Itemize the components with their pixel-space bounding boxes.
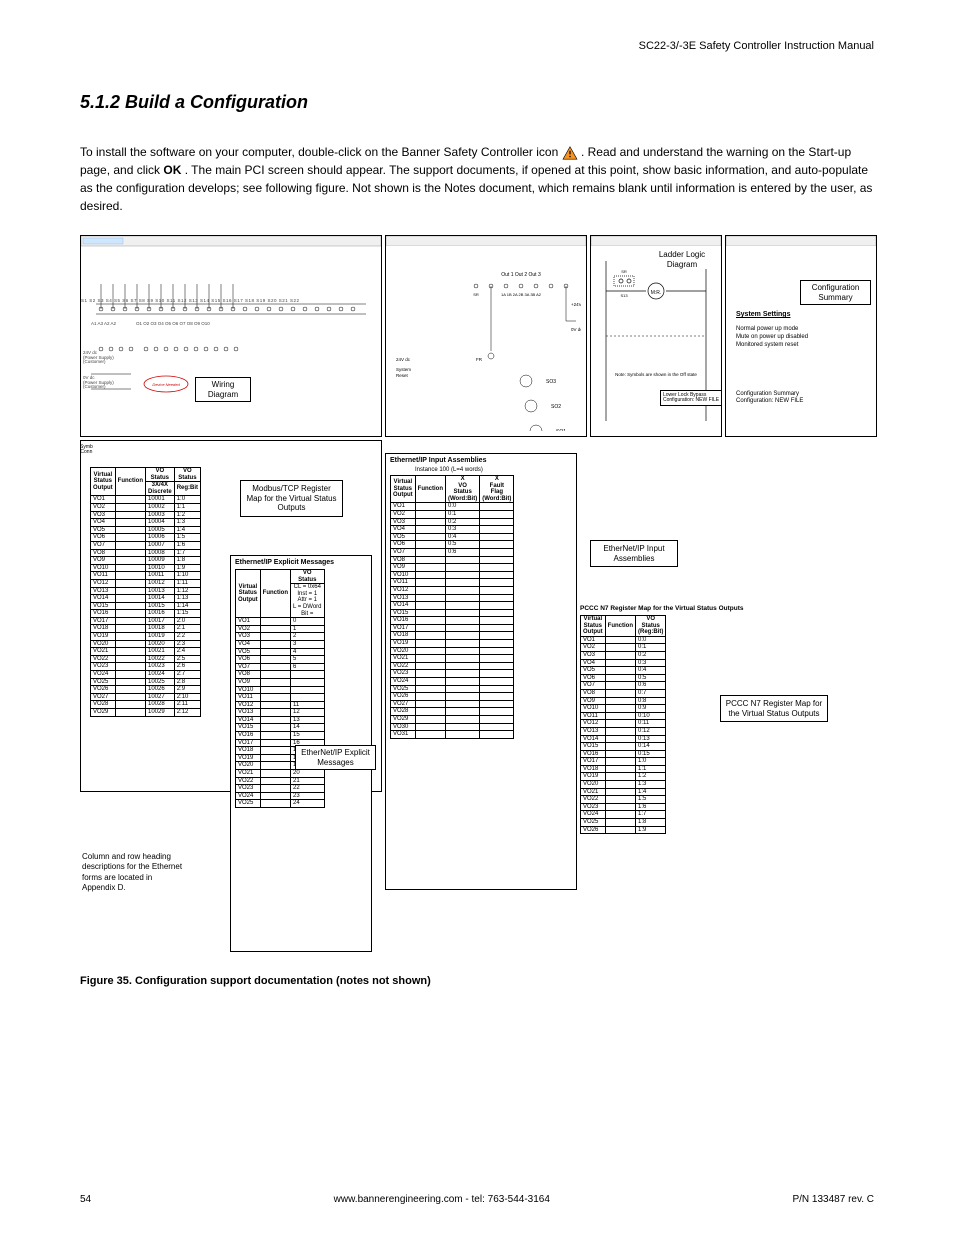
svg-text:0V dc: 0V dc xyxy=(571,327,581,332)
body-p1a: To install the software on your computer… xyxy=(80,145,562,159)
warning-triangle-icon xyxy=(562,146,578,160)
body-ok: OK xyxy=(163,163,181,177)
footer-center: www.bannerengineering.com - tel: 763-544… xyxy=(334,1194,550,1205)
svg-text:SR: SR xyxy=(473,292,479,297)
svg-text:S13: S13 xyxy=(620,293,628,298)
eip-assy-callout: EtherNet/IP Input Assemblies xyxy=(590,540,678,567)
a-row-label: A1 A3 A2 A2 xyxy=(91,321,116,326)
header-manual-title: SC22-3/-3E Safety Controller Instruction… xyxy=(80,40,874,52)
ps1-label: 24V dc (Power Supply) (Customer) xyxy=(83,351,114,365)
system-settings-title: System Settings xyxy=(736,311,790,318)
svg-text:FR: FR xyxy=(476,357,483,362)
s-row-label: S1 S2 S3 S4 S5 S6 S7 S8 S9 S10 S11 S12 S… xyxy=(81,298,300,303)
body-p1c: . The main PCI screen should appear. The… xyxy=(80,163,872,213)
figures-area: Device Needed S1 S2 S3 S4 S5 S6 S7 S8 S9… xyxy=(80,235,874,955)
svg-text:Out 1 Out 2 Out 3: Out 1 Out 2 Out 3 xyxy=(501,272,541,278)
eip-assy-sub: Instance 100 (L=4 words) xyxy=(415,467,483,473)
svg-text:SO3: SO3 xyxy=(546,379,556,385)
svg-text:SO1: SO1 xyxy=(556,429,566,431)
modbus-callout: Modbus/TCP Register Map for the Virtual … xyxy=(240,480,343,517)
svg-text:M:R.: M:R. xyxy=(651,290,662,296)
svg-text:SO2: SO2 xyxy=(551,404,561,410)
lower-lock-callout: Lower Lock Bypass Configuration: NEW FIL… xyxy=(660,390,722,406)
svg-text:System: System xyxy=(396,367,411,372)
page-footer: 54 www.bannerengineering.com - tel: 763-… xyxy=(80,1194,874,1205)
config-summary-label: Configuration Summary xyxy=(800,280,871,305)
o-row-label: O1 O2 O3 O4 O5 O6 O7 O8 O9 O10 xyxy=(136,321,210,326)
svg-text:Reset: Reset xyxy=(396,373,409,378)
modbus-table: VirtualStatusOutputFunctionVOStatusVOSta… xyxy=(90,467,201,717)
pccc-callout: PCCC N7 Register Map for the Virtual Sta… xyxy=(720,695,828,722)
section-title: 5.1.2 Build a Configuration xyxy=(80,92,874,113)
system-settings-sub: Configuration Summary Configuration: NEW… xyxy=(736,391,803,405)
svg-text:Device Needed: Device Needed xyxy=(152,382,180,387)
eip-title: Ethernet/IP Explicit Messages xyxy=(235,559,334,566)
output-panel: Out 1 Out 2 Out 3 1A 1B 2A 2B 3A 3B A2 S… xyxy=(385,235,587,437)
symb-conn-label: Symb Conn xyxy=(80,445,93,455)
figure-caption: Figure 35. Configuration support documen… xyxy=(80,975,874,987)
wiring-diagram-label: Wiring Diagram xyxy=(195,377,251,402)
system-settings-lines: Normal power up mode Mute on power up di… xyxy=(736,326,808,349)
svg-text:Note: Symbols are shown in the: Note: Symbols are shown in the Off state xyxy=(615,372,697,377)
eip-callout: EtherNet/IP Explicit Messages xyxy=(295,745,376,770)
footer-page: 54 xyxy=(80,1194,91,1205)
svg-text:+24V dc: +24V dc xyxy=(571,302,581,307)
pccc-title: PCCC N7 Register Map for the Virtual Sta… xyxy=(580,605,743,612)
ladder-label: Ladder Logic Diagram xyxy=(650,250,714,269)
eip-table: VirtualStatusOutputFunctionVOStatusCL = … xyxy=(235,569,325,808)
footer-pn: P/N 133487 rev. C xyxy=(792,1194,874,1205)
wiring-diagram-panel: Device Needed S1 S2 S3 S4 S5 S6 S7 S8 S9… xyxy=(80,235,382,437)
svg-text:24V dc: 24V dc xyxy=(396,357,411,362)
ps2-label: 0V dc (Power Supply) (Customer) xyxy=(83,376,114,390)
column-row-note: Column and row heading descriptions for … xyxy=(80,850,189,896)
svg-text:SR: SR xyxy=(621,269,627,274)
eip-assy-table: VirtualStatusOutputFunctionXVOStatus(Wor… xyxy=(390,475,514,739)
body-paragraph: To install the software on your computer… xyxy=(80,143,874,215)
pccc-table: VirtualStatusOutputFunctionVOStatus(Reg:… xyxy=(580,615,666,834)
svg-text:1A 1B 2A 2B 3A 3B A2: 1A 1B 2A 2B 3A 3B A2 xyxy=(501,292,542,297)
system-settings-panel: System Settings Normal power up mode Mut… xyxy=(725,235,877,437)
eip-assy-title: Ethernet/IP Input Assemblies xyxy=(390,457,486,464)
